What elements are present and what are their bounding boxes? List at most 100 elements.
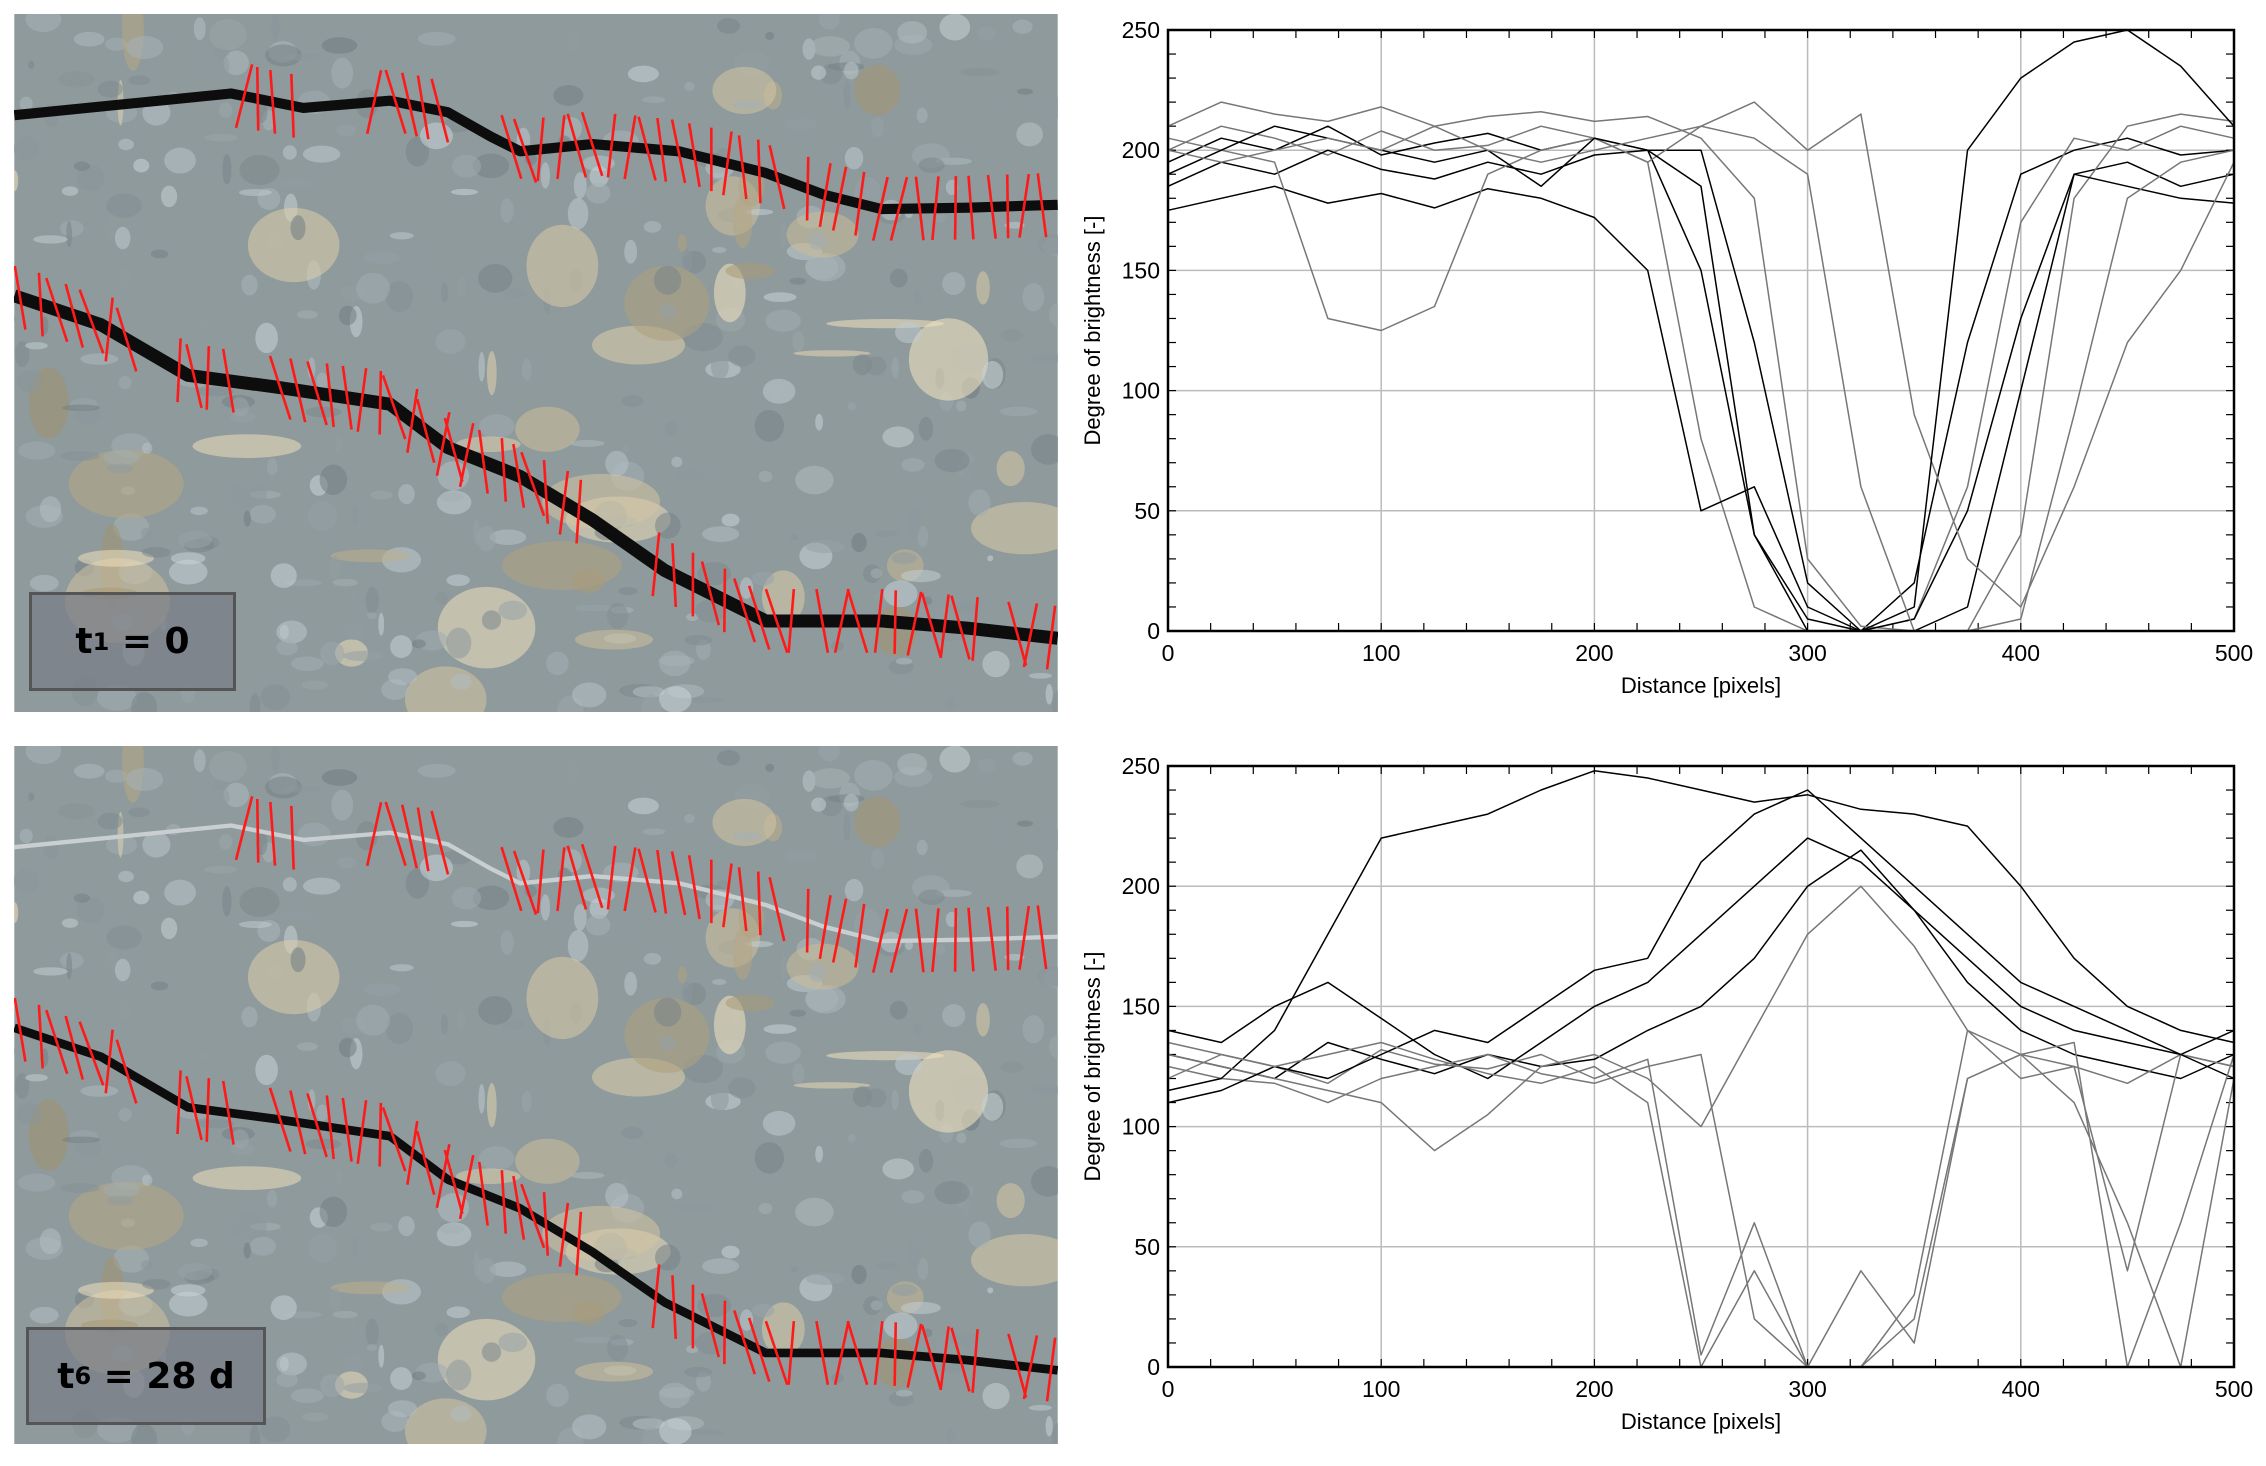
aggregate-grain (671, 1189, 682, 1200)
aggregate-grain (370, 1223, 393, 1232)
aggregate-grain (764, 1024, 797, 1034)
aggregate-grain (239, 189, 272, 196)
aggregate-grain (659, 303, 675, 318)
aggregate-grain (908, 1241, 921, 1269)
measurement-line (724, 569, 725, 633)
aggregate-grain (303, 146, 340, 163)
aggregate-grain (997, 451, 1025, 486)
aggregate-grain (1016, 122, 1043, 146)
aggregate-grain (356, 1005, 390, 1036)
aggregate-grain (935, 1181, 970, 1204)
aggregate-grain (946, 1429, 956, 1442)
aggregate-grain (14, 869, 39, 893)
y-tick-label: 150 (1122, 257, 1160, 283)
aggregate-grain (618, 587, 637, 595)
aggregate-grain (479, 1146, 515, 1170)
aggregate-grain (526, 225, 598, 307)
aggregate-grain (231, 481, 268, 507)
aggregate-grain (764, 292, 797, 302)
aggregate-grain (733, 100, 762, 109)
aggregate-grain (883, 580, 917, 607)
aggregate-grain (276, 1352, 307, 1375)
aggregate-grain (329, 1288, 341, 1312)
aggregate-grain (435, 1323, 448, 1336)
aggregate-grain (119, 1000, 131, 1021)
aggregate-grain (572, 1414, 606, 1439)
aggregate-grain (446, 628, 471, 659)
aggregate-grain (568, 29, 579, 53)
aggregate-grain (405, 979, 431, 1010)
measurement-line (1007, 907, 1008, 971)
aggregate-grain (291, 656, 324, 671)
aggregate-grain (722, 1246, 740, 1259)
aggregate-grain (765, 32, 774, 40)
aggregate-grain (844, 794, 859, 812)
y-axis-label: Degree of brightness [-] (1080, 216, 1105, 446)
aggregate-grain (436, 329, 466, 354)
aggregate-grain (890, 1001, 908, 1020)
aggregate-grain (792, 331, 804, 351)
aggregate-grain (1017, 820, 1033, 826)
measurement-line (807, 889, 808, 953)
x-axis-label: Distance [pixels] (1621, 1409, 1781, 1434)
aggregate-grain (789, 1010, 806, 1017)
aggregate-grain (44, 835, 59, 860)
aggregate-grain (865, 356, 886, 375)
aggregate-grain (297, 310, 318, 319)
aggregate-grain (470, 1115, 484, 1123)
aggregate-grain (278, 910, 314, 920)
aggregate-grain (897, 753, 927, 776)
x-tick-label: 400 (2002, 640, 2040, 666)
aggregate-grain (573, 1301, 605, 1325)
aggregate-grain (128, 76, 150, 86)
aggregate-grain (568, 761, 579, 785)
aggregate-grain (398, 484, 415, 504)
aggregate-grain (25, 1074, 48, 1081)
aggregate-grain (546, 1384, 569, 1407)
aggregate-grain (665, 1153, 678, 1168)
aggregate-grain (942, 272, 965, 295)
aggregate-grain (250, 505, 276, 524)
aggregate-grain (106, 925, 141, 949)
aggregate-grain (573, 569, 605, 593)
aggregate-grain (917, 108, 928, 123)
aggregate-grain (960, 800, 1000, 808)
x-tick-label: 100 (1362, 1376, 1400, 1402)
aggregate-grain (644, 953, 662, 965)
measurement-line (895, 1322, 896, 1386)
aggregate-grain (291, 215, 306, 240)
measurement-line (955, 908, 956, 972)
aggregate-grain (968, 489, 990, 516)
aggregate-grain (987, 1287, 993, 1293)
aggregate-grain (30, 1307, 59, 1324)
aggregate-grain (673, 1202, 713, 1212)
aggregate-grain (1016, 854, 1043, 878)
label-base: t (57, 1356, 74, 1397)
aggregate-grain (276, 620, 307, 643)
measurement-line (724, 1301, 725, 1365)
aggregate-grain (370, 491, 393, 500)
aggregate-grain (142, 1175, 153, 1186)
aggregate-grain (684, 82, 694, 91)
aggregate-grain (204, 134, 238, 142)
aggregate-grain (118, 139, 134, 150)
aggregate-grain (854, 28, 892, 59)
aggregate-grain (482, 610, 501, 630)
aggregate-grain (320, 1196, 348, 1226)
aggregate-grain (320, 464, 348, 494)
aggregate-grain (329, 556, 341, 580)
aggregate-grain (352, 506, 359, 524)
aggregate-grain (755, 410, 784, 442)
aggregate-grain (298, 822, 331, 846)
aggregate-grain (605, 451, 628, 476)
aggregate-grain (451, 1406, 472, 1422)
aggregate-grain (367, 612, 377, 619)
aggregate-grain (586, 915, 611, 936)
aggregate-grain (142, 1279, 171, 1290)
aggregate-grain (935, 212, 945, 223)
aggregate-grain (1000, 1061, 1023, 1073)
aggregate-grain (74, 764, 105, 779)
